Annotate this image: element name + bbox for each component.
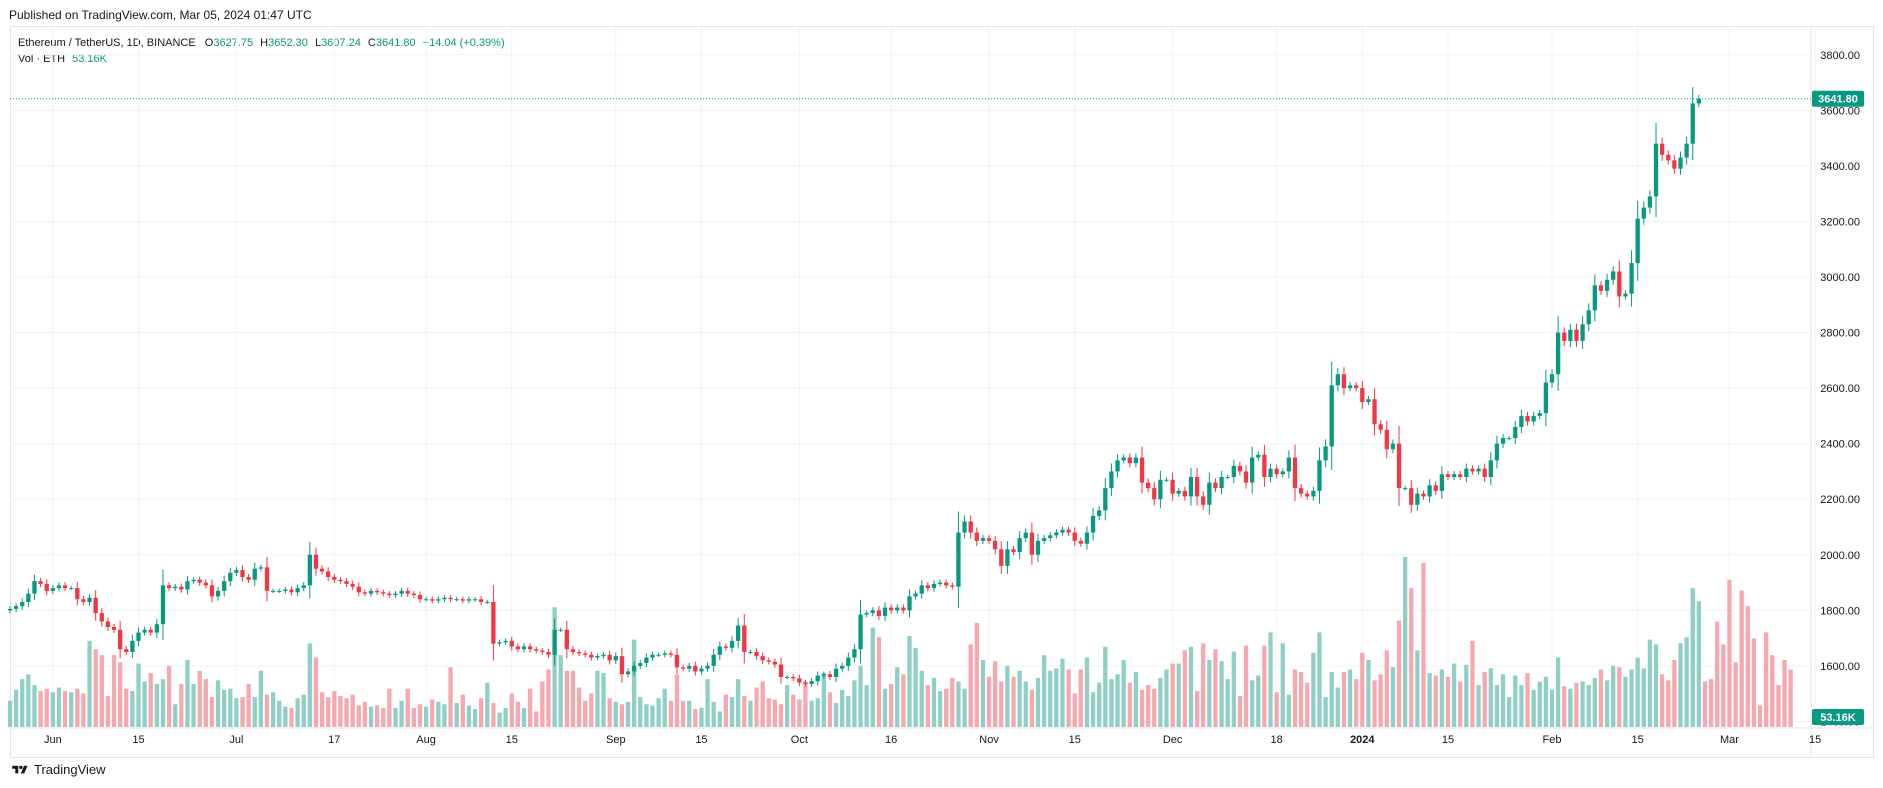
open-value: 3627.75	[213, 37, 254, 49]
published-note: Published on TradingView.com, Mar 05, 20…	[9, 8, 312, 22]
high-label: H	[260, 37, 269, 49]
footer-brand[interactable]: TradingView	[34, 762, 106, 777]
close-label: C	[367, 37, 376, 49]
chart-frame[interactable]	[10, 26, 1874, 758]
footer: TradingView	[10, 762, 106, 777]
tradingview-logo-icon[interactable]	[10, 764, 30, 776]
chart-legend: Ethereum / TetherUS, 1D, BINANCE O3627.7…	[18, 35, 505, 67]
low-label: L	[314, 37, 322, 49]
high-value: 3652.30	[268, 37, 308, 49]
symbol-label[interactable]: Ethereum / TetherUS, 1D, BINANCE	[18, 37, 196, 49]
open-label: O	[204, 37, 214, 49]
change-value: +14.04 (+0.39%)	[422, 37, 505, 49]
volume-label[interactable]: Vol · ETH	[18, 53, 66, 65]
volume-row: Vol · ETH 53.16K	[18, 51, 505, 67]
volume-value: 53.16K	[72, 53, 108, 65]
low-value: 3607.24	[321, 37, 361, 49]
ohlc-row: Ethereum / TetherUS, 1D, BINANCE O3627.7…	[18, 35, 505, 51]
close-value: 3641.80	[375, 37, 416, 49]
